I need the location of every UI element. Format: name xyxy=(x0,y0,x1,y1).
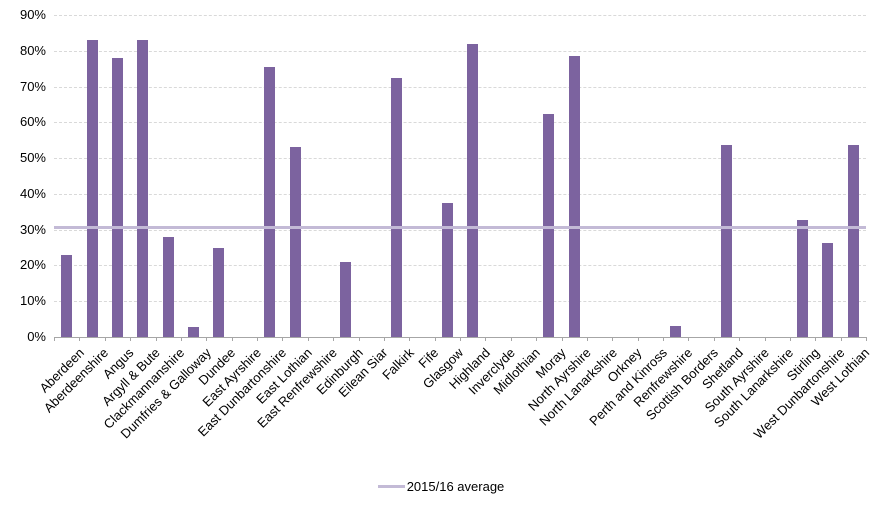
axis-tick xyxy=(79,337,80,341)
y-axis-tick-label: 40% xyxy=(19,186,46,201)
bar-moray xyxy=(543,114,555,337)
axis-tick xyxy=(866,337,867,341)
legend-line-swatch xyxy=(377,485,405,488)
bar-dundee xyxy=(213,248,225,337)
axis-tick xyxy=(714,337,715,341)
axis-tick xyxy=(790,337,791,341)
bar-east-dunbartonshire xyxy=(264,67,276,337)
axis-tick xyxy=(130,337,131,341)
bar-falkirk xyxy=(391,78,403,337)
gridline xyxy=(54,158,866,159)
bar-shetland xyxy=(720,145,732,337)
bar-west-dunbartonshire xyxy=(822,243,834,337)
bar-highland xyxy=(467,44,479,337)
gridline xyxy=(54,122,866,123)
axis-tick xyxy=(638,337,639,341)
bar-glasgow xyxy=(441,203,453,337)
bar-west-lothian xyxy=(847,145,859,337)
axis-tick xyxy=(485,337,486,341)
y-axis-tick-label: 10% xyxy=(19,293,46,308)
legend: 2015/16 average xyxy=(0,479,882,494)
y-axis-tick-label: 20% xyxy=(19,257,46,272)
bar-stirling xyxy=(797,220,809,337)
y-axis-tick-label: 50% xyxy=(19,150,46,165)
axis-tick xyxy=(308,337,309,341)
gridline xyxy=(54,301,866,302)
axis-tick xyxy=(409,337,410,341)
bar-east-lothian xyxy=(289,147,301,337)
axis-tick xyxy=(54,337,55,341)
gridline xyxy=(54,51,866,52)
axis-tick xyxy=(359,337,360,341)
axis-tick xyxy=(282,337,283,341)
axis-tick xyxy=(815,337,816,341)
axis-tick xyxy=(333,337,334,341)
axis-tick xyxy=(739,337,740,341)
axis-tick xyxy=(105,337,106,341)
axis-tick xyxy=(562,337,563,341)
axis-tick xyxy=(536,337,537,341)
axis-tick xyxy=(384,337,385,341)
axis-tick xyxy=(232,337,233,341)
bar-renfrewshire xyxy=(670,326,682,337)
axis-tick xyxy=(511,337,512,341)
y-axis-tick-label: 60% xyxy=(19,114,46,129)
axis-tick xyxy=(688,337,689,341)
axis-tick xyxy=(841,337,842,341)
axis-tick xyxy=(257,337,258,341)
gridline xyxy=(54,265,866,266)
average-line xyxy=(54,226,866,229)
gridline xyxy=(54,194,866,195)
y-axis-tick-label: 90% xyxy=(19,7,46,22)
gridline xyxy=(54,15,866,16)
y-axis-tick-label: 0% xyxy=(27,329,46,344)
axis-tick xyxy=(663,337,664,341)
bar-aberdeen xyxy=(61,255,73,337)
gridline xyxy=(54,87,866,88)
axis-tick xyxy=(612,337,613,341)
bar-dumfries-galloway xyxy=(188,327,200,337)
bar-argyll-bute xyxy=(137,40,149,337)
legend-label: 2015/16 average xyxy=(406,479,505,494)
axis-tick xyxy=(587,337,588,341)
axis-tick xyxy=(765,337,766,341)
bar-aberdeenshire xyxy=(86,40,98,337)
bar-north-ayrshire xyxy=(568,56,580,337)
bar-angus xyxy=(111,58,123,337)
bar-clackmannanshire xyxy=(162,237,174,337)
y-axis-tick-label: 70% xyxy=(19,79,46,94)
y-axis-tick-label: 30% xyxy=(19,222,46,237)
y-axis-tick-label: 80% xyxy=(19,43,46,58)
axis-tick xyxy=(435,337,436,341)
axis-tick xyxy=(181,337,182,341)
axis-tick xyxy=(156,337,157,341)
axis-tick xyxy=(460,337,461,341)
plot-area xyxy=(54,0,867,341)
bar-edinburgh xyxy=(340,262,352,337)
gridline xyxy=(54,230,866,231)
axis-tick xyxy=(206,337,207,341)
